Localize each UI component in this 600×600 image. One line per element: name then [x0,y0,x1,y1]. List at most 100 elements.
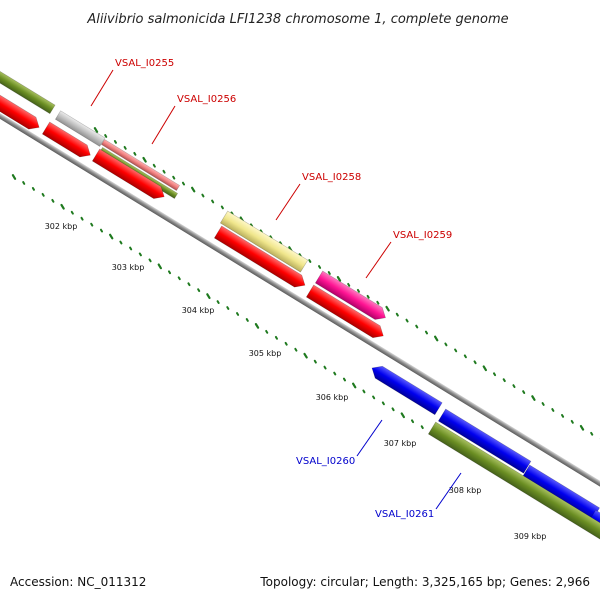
gene-label[interactable]: VSAL_I0256 [177,94,236,105]
olive-feature[interactable] [0,60,56,115]
inner-minor-tick [265,329,269,334]
outer-major-tick [142,156,147,163]
gene-label[interactable]: VSAL_I0258 [302,172,361,183]
inner-major-tick [352,382,357,389]
inner-minor-tick [148,258,152,263]
outer-major-tick [434,335,439,342]
inner-minor-tick [80,216,84,221]
genome-summary-text: Topology: circular; Length: 3,325,165 bp… [259,575,590,589]
outer-minor-tick [356,288,360,293]
inner-minor-tick [167,270,172,275]
outer-minor-tick [473,360,477,365]
outer-minor-tick [376,300,380,305]
outer-major-tick [93,127,99,133]
accession-text: Accession: NC_011312 [10,575,146,589]
outer-minor-tick [463,354,467,359]
outer-minor-tick [104,134,108,138]
outer-minor-tick [424,330,429,335]
inner-major-tick [11,174,17,180]
outer-minor-tick [308,259,312,263]
outer-minor-tick [172,175,176,180]
inner-major-tick [303,352,308,359]
inner-minor-tick [362,389,366,394]
inner-minor-tick [70,210,74,215]
inner-minor-tick [245,318,249,322]
outer-minor-tick [395,312,399,317]
inner-minor-tick [323,365,327,370]
gene-label[interactable]: VSAL_I0255 [115,58,174,69]
inner-minor-tick [381,401,385,406]
tick-label: 309 kbp [514,532,547,541]
inner-tick-row [11,174,600,538]
inner-minor-tick [216,300,220,304]
red-feature-3[interactable] [91,148,168,203]
red-feature-2[interactable] [41,121,94,161]
red-feature-5[interactable] [305,284,387,342]
outer-minor-tick [570,419,574,424]
outer-tick-row [93,127,600,440]
inner-minor-tick [90,222,94,227]
outer-minor-tick [181,181,186,186]
gray-feature-vsal-i0255[interactable] [54,110,106,147]
inner-major-tick [60,203,65,210]
inner-minor-tick [294,347,298,352]
outer-minor-tick [152,163,156,168]
inner-minor-tick [129,246,133,251]
outer-minor-tick [133,151,137,156]
gene-leader-line [275,183,301,221]
inner-minor-tick [119,240,123,245]
inner-minor-tick [22,181,26,185]
tick-label: 308 kbp [449,486,482,495]
outer-minor-tick [162,169,166,174]
outer-minor-tick [454,348,458,353]
outer-minor-tick [347,282,351,287]
gene-label[interactable]: VSAL_I0261 [375,509,434,520]
genome-backbone [0,103,600,505]
outer-major-tick [482,365,488,372]
inner-minor-tick [284,341,288,346]
inner-major-tick [254,323,260,329]
inner-major-tick [109,233,114,240]
tick-label: 305 kbp [249,349,282,358]
gene-leader-line [365,241,392,279]
outer-minor-tick [590,431,594,436]
tick-label: 306 kbp [316,393,349,402]
salmon-feature-vsal-i0256[interactable] [101,139,181,191]
outer-minor-tick [522,390,526,394]
outer-minor-tick [492,372,497,377]
outer-minor-tick [211,199,215,204]
outer-minor-tick [405,318,409,323]
olive-feature-vsal-i0261[interactable] [427,421,600,545]
red-feature-4[interactable] [213,225,308,291]
inner-major-tick [157,263,162,270]
gene-label[interactable]: VSAL_I0260 [296,456,355,467]
inner-minor-tick [226,306,230,310]
outer-major-tick [531,395,536,401]
tick-label: 307 kbp [384,439,417,448]
blue-feature-2[interactable] [437,408,532,474]
outer-minor-tick [201,193,205,198]
outer-minor-tick [366,294,370,299]
inner-minor-tick [410,419,415,424]
blue-feature-vsal-i0260[interactable] [368,362,443,416]
gene-leader-line [90,69,114,107]
outer-minor-tick [220,205,224,210]
magenta-feature-vsal-i0259[interactable] [314,270,389,324]
outer-minor-tick [444,342,448,347]
outer-minor-tick [561,414,565,418]
tick-label: 302 kbp [45,222,78,231]
outer-major-tick [191,186,196,193]
outer-minor-tick [113,140,117,144]
inner-minor-tick [197,288,201,293]
gene-leader-line [435,472,462,510]
inner-minor-tick [391,407,395,412]
inner-minor-tick [333,371,337,376]
gene-leader-line [151,105,176,145]
inner-minor-tick [274,335,278,340]
inner-minor-tick [99,228,104,233]
red-feature-1[interactable] [0,89,43,133]
inner-minor-tick [420,425,424,430]
gene-label[interactable]: VSAL_I0259 [393,230,452,241]
yellow-feature-vsal-i0258[interactable] [219,210,309,273]
outer-minor-tick [541,402,545,406]
